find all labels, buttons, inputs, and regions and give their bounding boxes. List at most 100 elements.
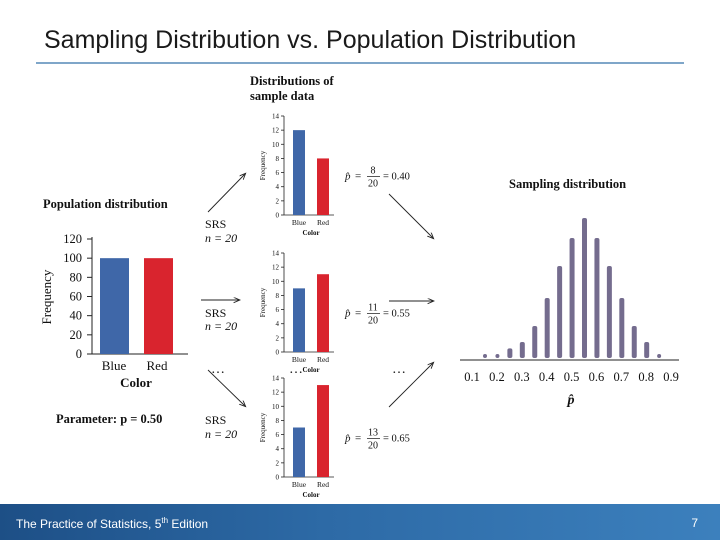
population-y-tick-label: 40 — [70, 309, 83, 323]
sample-cat-blue: Blue — [292, 218, 307, 227]
sampling-x-tick-label: 0.2 — [489, 370, 505, 384]
sample-xlabel: Color — [302, 366, 319, 374]
phat-equals: = — [355, 433, 361, 445]
sample-y-tick-label: 6 — [276, 431, 280, 439]
sampling-spike — [483, 354, 487, 358]
population-xlabel: Color — [120, 375, 152, 390]
sampling-spike — [557, 266, 563, 358]
samples-title-line1: Distributions of — [250, 74, 335, 88]
sampling-figure: Population distribution Frequency 0 20 40 6… — [36, 64, 686, 504]
sample-y-tick-label: 10 — [272, 141, 280, 149]
phat-denominator: 20 — [368, 179, 378, 190]
phat-symbol: p̂ — [344, 308, 351, 320]
sample-y-tick-label: 8 — [276, 292, 280, 300]
population-y-tick-label: 100 — [63, 251, 82, 265]
population-y-tick-label: 80 — [70, 270, 83, 284]
sample-bar-red — [317, 385, 329, 477]
sampling-spike — [544, 298, 550, 358]
sample-y-tick-label: 4 — [276, 183, 280, 191]
phat-annotation-1: p̂ = 8 20 = 0.40 — [344, 166, 410, 190]
sampling-spike — [657, 354, 662, 358]
population-y-tick-label: 60 — [70, 290, 83, 304]
sample-ylabel: Frequency — [259, 412, 267, 442]
sample-y-tick-label: 8 — [276, 155, 280, 163]
ellipsis-left: … — [211, 362, 225, 377]
sampling-spike — [606, 266, 612, 358]
sample-ylabel: Frequency — [259, 287, 267, 317]
sample-cat-red: Red — [317, 480, 329, 489]
sampling-spike — [619, 298, 625, 358]
srs-label-1: SRS — [205, 217, 226, 231]
sampling-x-tick-label: 0.1 — [464, 370, 480, 384]
sample-cat-red: Red — [317, 355, 329, 364]
sampling-xlabel: p̂ — [567, 393, 575, 408]
sampling-x-tick-label: 0.7 — [613, 370, 629, 384]
sample-y-tick-label: 6 — [276, 169, 280, 177]
population-title: Population distribution — [43, 197, 168, 211]
phat-symbol: p̂ — [344, 433, 351, 445]
sample-y-tick-label: 12 — [272, 264, 280, 272]
phat-equals: = — [355, 308, 361, 320]
population-cat-red: Red — [147, 358, 168, 373]
sample-y-tick-label: 0 — [276, 349, 280, 357]
ellipsis-middle: … — [289, 362, 303, 377]
phat-symbol: p̂ — [344, 171, 351, 183]
sampling-x-tick-label: 0.3 — [514, 370, 530, 384]
sampling-x-tick-label: 0.4 — [539, 370, 555, 384]
footer-book: The Practice of Statistics, 5 — [16, 517, 162, 531]
sampling-x-tick-label: 0.9 — [663, 370, 679, 384]
footer-edition: Edition — [168, 517, 209, 531]
sample-y-tick-label: 10 — [272, 278, 280, 286]
sample-y-tick-label: 14 — [272, 250, 280, 258]
sample-y-tick-label: 6 — [276, 306, 280, 314]
sampling-spike — [532, 326, 538, 358]
footer-text: The Practice of Statistics, 5th Edition — [16, 516, 208, 531]
sample-bar-blue — [293, 130, 305, 215]
population-ylabel: Frequency — [39, 269, 54, 324]
sampling-spike — [631, 326, 637, 358]
srs-label-3: SRS — [205, 413, 226, 427]
sample-y-tick-label: 14 — [272, 375, 280, 383]
arrow-to-sample-3 — [207, 369, 245, 406]
sample-y-tick-label: 2 — [276, 197, 280, 205]
phat-denominator: 20 — [368, 441, 378, 452]
sample-y-tick-label: 2 — [276, 459, 280, 467]
sampling-spike — [594, 238, 600, 358]
sample-y-tick-label: 2 — [276, 334, 280, 342]
sample-y-tick-label: 10 — [272, 403, 280, 411]
sample-cat-blue: Blue — [292, 480, 307, 489]
sample-y-tick-label: 8 — [276, 417, 280, 425]
sample-chart-3: 0 2 4 6 8 10 12 14 Blue Red Color Frequency p̂ = 13 20 =… — [259, 375, 410, 500]
arrow-from-sample-3 — [388, 363, 433, 408]
sample-y-tick-label: 4 — [276, 445, 280, 453]
sampling-spike — [495, 354, 500, 358]
phat-annotation-2: p̂ = 11 20 = 0.55 — [344, 303, 410, 327]
population-bar-red — [144, 258, 173, 354]
n-label-2: n = 20 — [205, 319, 237, 333]
sample-chart-1: 0 2 4 6 8 10 12 14 Blue Red Color Frequency p̂ = 8 20 = … — [259, 113, 410, 238]
phat-annotation-3: p̂ = 13 20 = 0.65 — [344, 428, 410, 452]
phat-value: = 0.40 — [383, 172, 410, 183]
phat-value: = 0.65 — [383, 434, 410, 445]
sampling-x-tick-label: 0.5 — [564, 370, 580, 384]
phat-value: = 0.55 — [383, 309, 410, 320]
footer-edition-sup: th — [161, 516, 169, 525]
sampling-x-tick-label: 0.8 — [638, 370, 654, 384]
population-cat-blue: Blue — [102, 358, 127, 373]
sample-bar-red — [317, 274, 329, 352]
sample-bar-blue — [293, 427, 305, 477]
sample-bar-red — [317, 158, 329, 215]
sample-cat-blue: Blue — [292, 355, 307, 364]
population-y-tick-label: 20 — [70, 328, 83, 342]
sample-chart-2: 0 2 4 6 8 10 12 14 Blue Red Color Frequency p̂ = 11 20 =… — [259, 250, 410, 375]
n-label-1: n = 20 — [205, 231, 237, 245]
sampling-spike — [507, 348, 513, 358]
phat-numerator: 13 — [368, 428, 378, 439]
title-underline — [36, 62, 684, 64]
arrow-from-sample-1 — [388, 193, 433, 238]
sampling-spike — [582, 218, 587, 358]
sampling-title: Sampling distribution — [509, 177, 626, 191]
sampling-x-tick-label: 0.6 — [589, 370, 605, 384]
sample-y-tick-label: 14 — [272, 113, 280, 121]
n-label-3: n = 20 — [205, 427, 237, 441]
